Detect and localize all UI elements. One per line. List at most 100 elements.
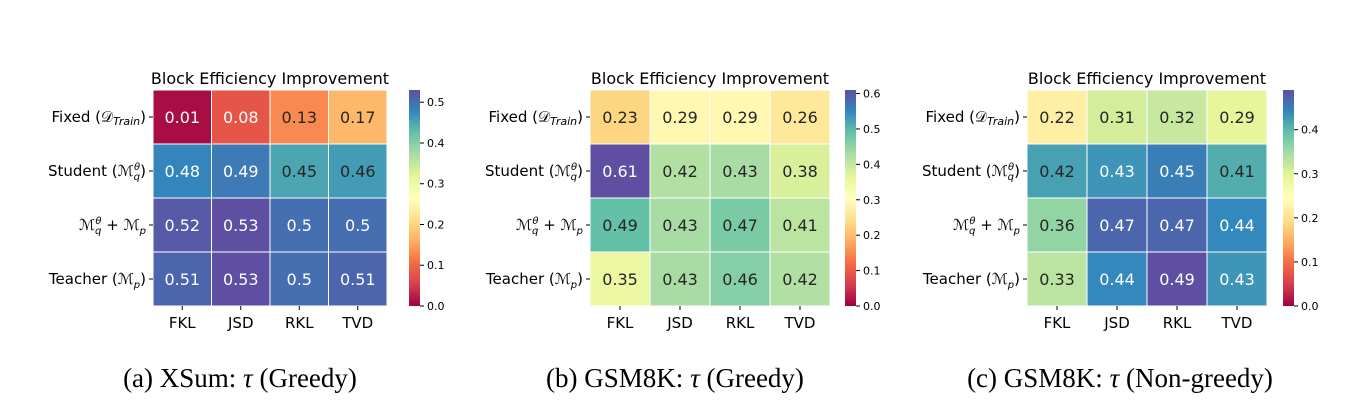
cell-value-label: 0.5 [345, 216, 370, 235]
caption-a-suffix: (Greedy) [252, 363, 357, 393]
heatmap-cell [1146, 197, 1208, 253]
heatmap-cell [1086, 143, 1148, 199]
column-label: RKL [1163, 314, 1192, 332]
colorbar-tick-label: 0.5 [427, 96, 445, 109]
colorbar-tick-label: 0.6 [863, 88, 881, 101]
cell-value-label: 0.42 [662, 162, 698, 181]
heatmap-panel-1: Block Efficiency Improvement 0.01 0.08 0.13… [48, 69, 445, 332]
heatmap-cell [328, 197, 388, 253]
column-label: RKL [726, 314, 755, 332]
heatmap-cell [649, 143, 711, 199]
heatmap-cell [1146, 143, 1208, 199]
heatmap-panel-3: Block Efficiency Improvement 0.22 0.31 0.32… [922, 69, 1319, 332]
heatmap-cell [709, 143, 771, 199]
heatmap-cell [589, 143, 651, 199]
caption-b-prefix: (b) GSM8K: [546, 363, 691, 393]
cell-value-label: 0.53 [223, 270, 259, 289]
row-label: ℳqθ + ℳp [953, 216, 1020, 237]
colorbar [845, 90, 856, 306]
colorbar-tick-label: 0.3 [427, 178, 445, 191]
heatmap-cell [769, 143, 831, 199]
cell-value-label: 0.45 [1159, 162, 1195, 181]
column-label: FKL [607, 314, 634, 332]
cell-value-label: 0.08 [223, 108, 259, 127]
cell-value-label: 0.29 [722, 108, 758, 127]
heatmap-cell [211, 251, 271, 307]
colorbar-tick-label: 0.3 [863, 194, 881, 207]
column-label: JSD [666, 314, 693, 332]
row-label: Fixed (𝒟Train) [926, 108, 1021, 128]
cell-value-label: 0.43 [662, 270, 698, 289]
cell-value-label: 0.48 [164, 162, 200, 181]
cell-value-label: 0.45 [281, 162, 317, 181]
row-label: Teacher (ℳp) [485, 270, 583, 291]
heatmap-cell [269, 89, 329, 145]
cell-value-label: 0.31 [1099, 108, 1135, 127]
caption-b: (b) GSM8K: τ (Greedy) [485, 360, 865, 396]
cell-value-label: 0.49 [223, 162, 259, 181]
colorbar [1283, 90, 1294, 306]
cell-value-label: 0.44 [1099, 270, 1135, 289]
caption-a-symbol: τ [243, 363, 253, 393]
colorbar-tick-label: 0.4 [427, 137, 445, 150]
caption-c: (c) GSM8K: τ (Non-greedy) [920, 360, 1320, 396]
heatmap-cell [589, 197, 651, 253]
heatmap-panel-2: Block Efficiency Improvement 0.23 0.29 0.29… [485, 69, 881, 332]
heatmap-cell [1086, 251, 1148, 307]
row-label: Student (ℳqθ) [922, 162, 1020, 183]
column-label: JSD [227, 314, 254, 332]
cell-value-label: 0.42 [1039, 162, 1075, 181]
cell-value-label: 0.49 [602, 216, 638, 235]
colorbar-tick-label: 0.1 [863, 265, 881, 278]
cell-value-label: 0.22 [1039, 108, 1075, 127]
cell-value-label: 0.61 [602, 162, 638, 181]
heatmap-cell [328, 89, 388, 145]
heatmap-cell [1026, 143, 1088, 199]
cell-value-label: 0.43 [1219, 270, 1255, 289]
row-label: Teacher (ℳp) [922, 270, 1020, 291]
cell-value-label: 0.52 [164, 216, 200, 235]
caption-c-suffix: (Non-greedy) [1119, 363, 1273, 393]
column-label: JSD [1103, 314, 1130, 332]
cell-value-label: 0.43 [662, 216, 698, 235]
column-label: TVD [341, 314, 373, 332]
cell-value-label: 0.29 [1219, 108, 1255, 127]
cell-value-label: 0.01 [164, 108, 200, 127]
heatmap-title: Block Efficiency Improvement [591, 69, 829, 88]
cell-value-label: 0.29 [662, 108, 698, 127]
column-label: FKL [169, 314, 196, 332]
cell-value-label: 0.51 [340, 270, 376, 289]
cell-value-label: 0.43 [722, 162, 758, 181]
heatmap-cell [328, 251, 388, 307]
colorbar-tick-label: 0.3 [1301, 168, 1319, 181]
cell-value-label: 0.46 [722, 270, 758, 289]
heatmap-cell [211, 197, 271, 253]
heatmap-cell [211, 89, 271, 145]
colorbar-tick-label: 0.4 [1301, 124, 1319, 137]
heatmap-cell [1086, 197, 1148, 253]
cell-value-label: 0.33 [1039, 270, 1075, 289]
caption-a-prefix: (a) XSum: [123, 363, 244, 393]
row-label: Fixed (𝒟Train) [52, 108, 147, 128]
cell-value-label: 0.47 [1099, 216, 1135, 235]
caption-a: (a) XSum: τ (Greedy) [50, 360, 430, 396]
colorbar-tick-label: 0.5 [863, 123, 881, 136]
heatmap-title: Block Efficiency Improvement [151, 69, 389, 88]
colorbar-tick-label: 0.0 [1301, 300, 1319, 313]
cell-value-label: 0.43 [1099, 162, 1135, 181]
colorbar-tick-label: 0.0 [427, 300, 445, 313]
colorbar [409, 90, 420, 306]
row-label: ℳqθ + ℳp [79, 216, 146, 237]
heatmap-cell [211, 143, 271, 199]
colorbar-tick-label: 0.2 [1301, 212, 1319, 225]
cell-value-label: 0.35 [602, 270, 638, 289]
heatmap-cell [649, 197, 711, 253]
cell-value-label: 0.17 [340, 108, 376, 127]
cell-value-label: 0.13 [281, 108, 317, 127]
heatmap-cell [328, 143, 388, 199]
heatmap-cell [152, 89, 212, 145]
colorbar-tick-label: 0.2 [427, 218, 445, 231]
caption-b-suffix: (Greedy) [699, 363, 804, 393]
cell-value-label: 0.49 [1159, 270, 1195, 289]
